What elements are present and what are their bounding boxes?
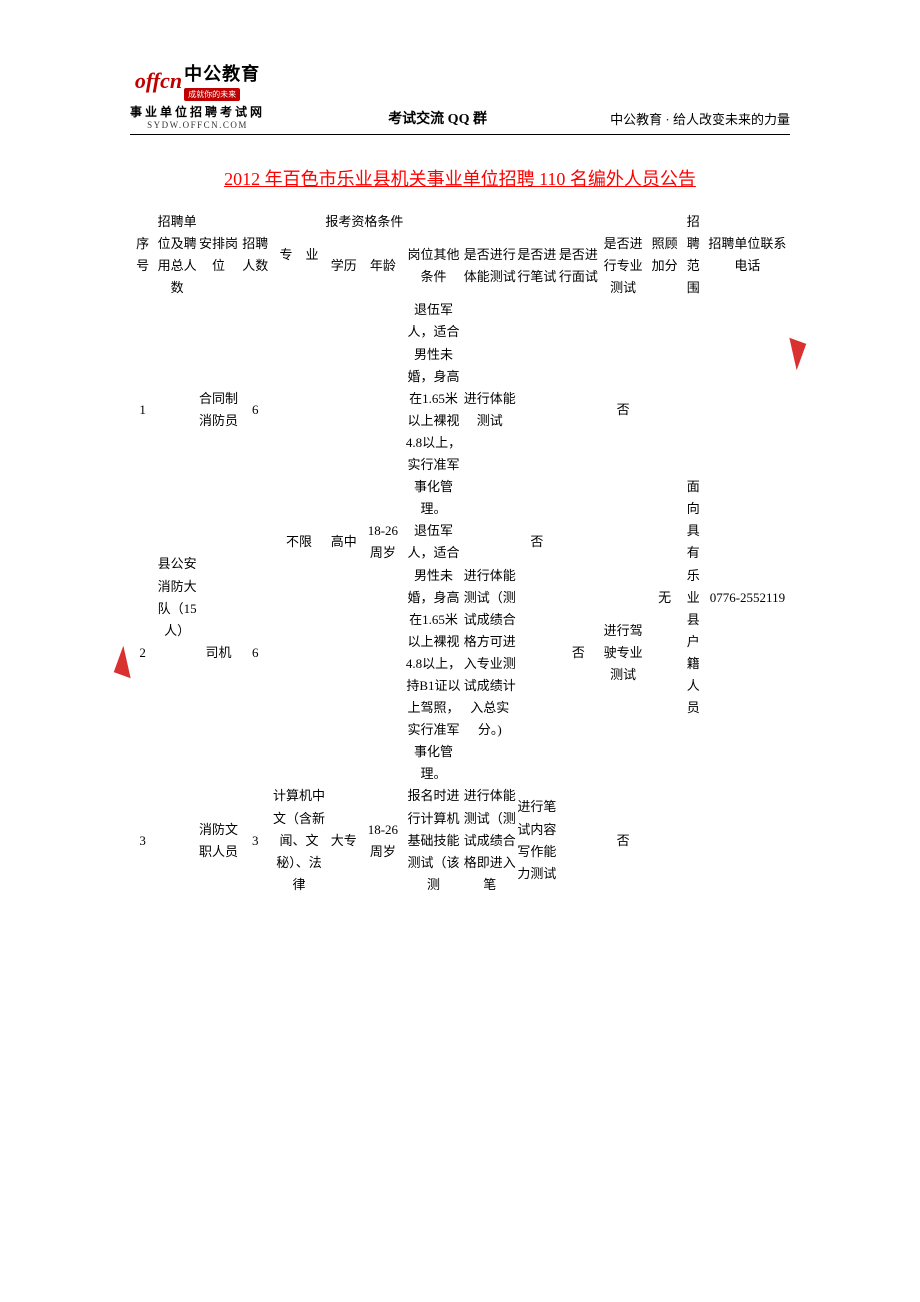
col-unit: 招聘单位及聘用总人数 (155, 211, 199, 299)
cell-count: 3 (238, 785, 272, 895)
cell-age: 18-26 周岁 (362, 785, 403, 895)
cell-other: 退伍军人，适合男性未婚，身高在1.65米以上裸视4.8以上，实行准军事化管理。 (404, 299, 464, 520)
table-row: 1 县公安消防大队（15人） 合同制消防员 6 不限 高中 18-26 周岁 退… (130, 299, 790, 520)
cell-protest: 进行驾驶专业测试 (599, 520, 647, 785)
cell-scope: 面向具有乐业县户籍人员 (682, 299, 705, 896)
cell-interview (558, 299, 599, 520)
cell-interview: 否 (558, 520, 599, 785)
recruitment-table: 序号 招聘单位及聘用总人数 安排岗位 招聘人数 专 业 报考资格条件 照顾加分 … (130, 211, 790, 896)
cell-bonus: 无 (647, 299, 681, 896)
col-major: 专 业 (273, 211, 326, 299)
cell-count: 6 (238, 520, 272, 785)
col-bonus: 照顾加分 (647, 211, 681, 299)
col-protest: 是否进行专业测试 (599, 233, 647, 299)
logo-script: offcn (135, 70, 182, 92)
logo-subtitle-1: 事业单位招聘考试网 (130, 103, 265, 120)
cell-phone: 0776-2552119 (705, 299, 790, 896)
cell-other: 报名时进行计算机基础技能测试（该测 (404, 785, 464, 895)
cell-seq: 1 (130, 299, 155, 520)
cell-written: 否 (516, 299, 557, 785)
logo-tagline: 成就你的未来 (184, 88, 240, 101)
cell-count: 6 (238, 299, 272, 520)
logo-cn-text: 中公教育 (184, 60, 260, 86)
col-position: 安排岗位 (199, 211, 238, 299)
cell-phys: 进行体能测试 (463, 299, 516, 520)
cell-position: 司机 (199, 520, 238, 785)
document-title: 2012 年百色市乐业县机关事业单位招聘 110 名编外人员公告 (130, 165, 790, 191)
col-scope: 招聘范围 (682, 211, 705, 299)
col-edu: 学历 (325, 233, 362, 299)
col-count: 招聘人数 (238, 211, 272, 299)
cell-other: 退伍军人，适合男性未婚，身高在1.65米以上裸视4.8以上，持B1证以上驾照，实… (404, 520, 464, 785)
col-phys: 是否进行体能测试 (463, 233, 516, 299)
cell-major: 不限 (273, 299, 326, 785)
header-center-text: 考试交流 QQ 群 (265, 108, 610, 130)
cell-edu: 高中 (325, 299, 362, 785)
cell-position: 消防文职人员 (199, 785, 238, 895)
cell-seq: 3 (130, 785, 155, 895)
cell-edu: 大专 (325, 785, 362, 895)
cell-phys: 进行体能测试（测试成绩合格即进入笔 (463, 785, 516, 895)
col-seq: 序号 (130, 211, 155, 299)
col-interview: 是否进行面试 (558, 233, 599, 299)
header-right-text: 中公教育 · 给人改变未来的力量 (610, 109, 790, 130)
cell-written: 进行笔试内容写作能力测试 (516, 785, 557, 895)
logo-subtitle-2: SYDW.OFFCN.COM (147, 120, 248, 130)
cell-position: 合同制消防员 (199, 299, 238, 520)
col-age: 年龄 (362, 233, 403, 299)
cell-major: 计算机中文（含新闻、文秘）、法律 (273, 785, 326, 895)
logo-block: offcn 中公教育 成就你的未来 事业单位招聘考试网 SYDW.OFFCN.C… (130, 60, 265, 130)
page-header: offcn 中公教育 成就你的未来 事业单位招聘考试网 SYDW.OFFCN.C… (130, 60, 790, 135)
col-phone: 招聘单位联系电话 (705, 211, 790, 299)
cell-age: 18-26 周岁 (362, 299, 403, 785)
col-other: 岗位其他条件 (404, 233, 464, 299)
cell-interview (558, 785, 599, 895)
cell-protest: 否 (599, 299, 647, 520)
cell-unit: 县公安消防大队（15人） (155, 299, 199, 896)
col-conditions-group: 报考资格条件 (325, 211, 647, 233)
table-header-row: 序号 招聘单位及聘用总人数 安排岗位 招聘人数 专 业 报考资格条件 照顾加分 … (130, 211, 790, 233)
col-written: 是否进行笔试 (516, 233, 557, 299)
cell-phys: 进行体能测试（测试成绩合格方可进入专业测试成绩计入总实分。) (463, 520, 516, 785)
cell-protest: 否 (599, 785, 647, 895)
